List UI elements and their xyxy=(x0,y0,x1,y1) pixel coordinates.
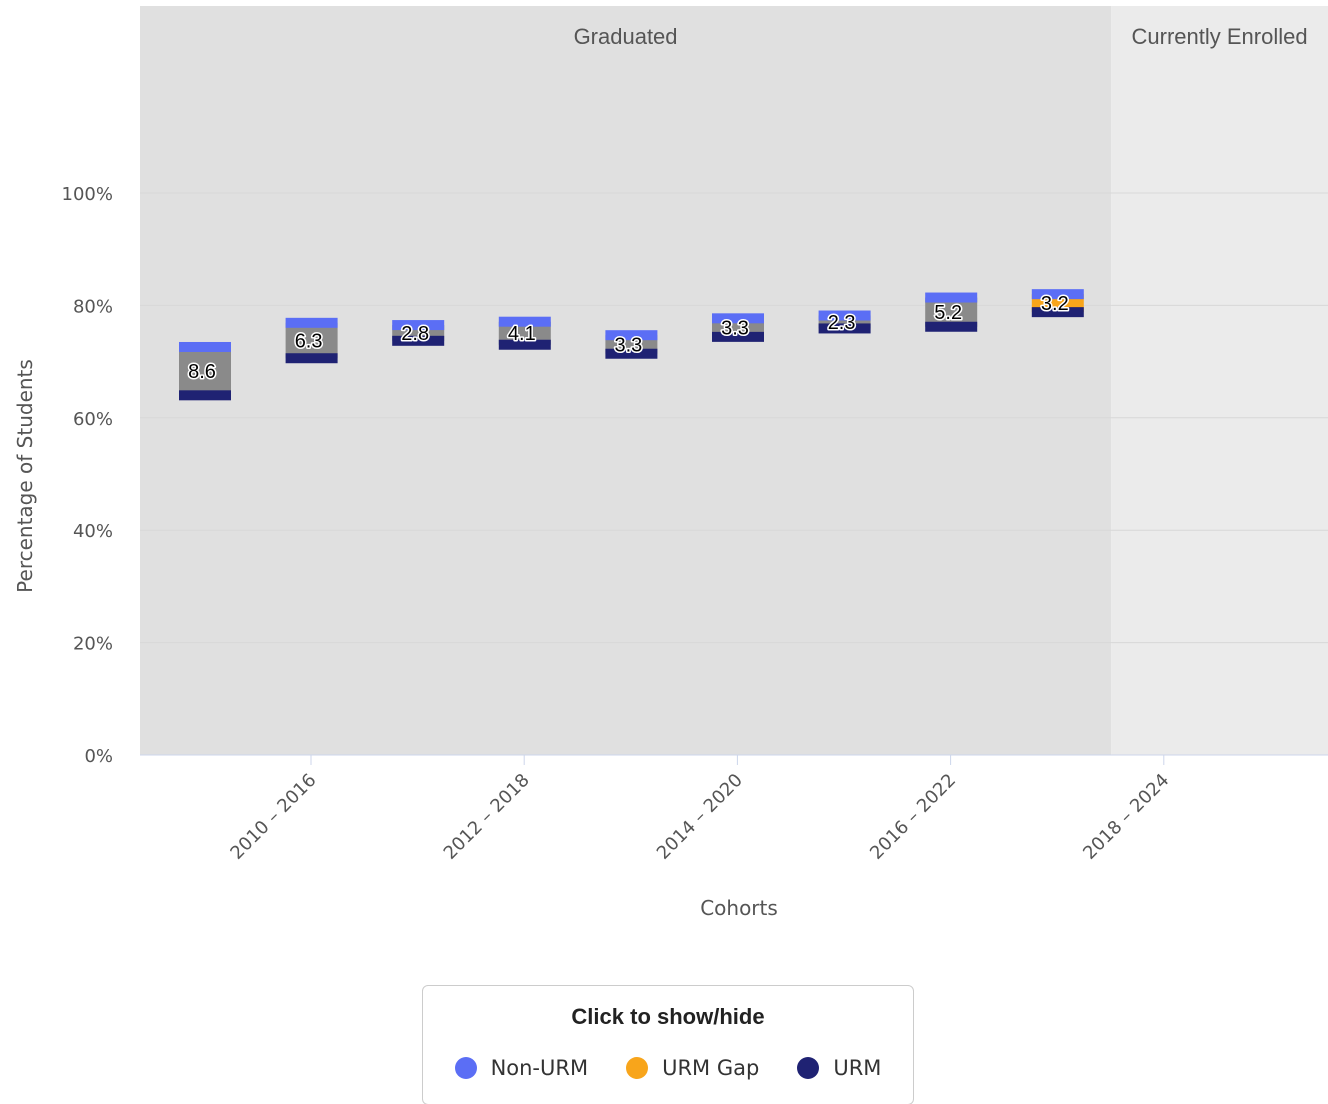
urm-marker xyxy=(818,323,871,334)
y-tick-label: 40% xyxy=(73,521,113,542)
non-urm-marker xyxy=(1031,289,1084,300)
x-tick-label: 2018 – 2024 xyxy=(1079,770,1173,864)
legend-items: Non-URM URM Gap URM xyxy=(423,1056,913,1080)
non-urm-marker xyxy=(498,316,551,327)
plot-band xyxy=(140,6,1112,755)
non-urm-marker xyxy=(285,317,338,328)
gap-data-label: 2.8 xyxy=(401,323,429,345)
gap-data-label: 3.3 xyxy=(614,334,642,356)
x-tick-label: 2012 – 2018 xyxy=(440,770,534,864)
legend-item-urm-gap[interactable]: URM Gap xyxy=(626,1056,759,1080)
plot-band xyxy=(1111,6,1328,755)
y-tick-label: 0% xyxy=(84,746,113,767)
y-tick-label: 80% xyxy=(73,296,113,317)
legend-item-label: URM xyxy=(833,1056,882,1080)
non-urm-marker xyxy=(925,292,978,303)
legend-dot-icon xyxy=(626,1057,649,1079)
legend-item-non-urm[interactable]: Non-URM xyxy=(454,1056,589,1080)
non-urm-marker xyxy=(179,341,231,352)
legend-item-label: URM Gap xyxy=(662,1056,760,1080)
urm-marker xyxy=(1031,307,1084,318)
y-tick-label: 20% xyxy=(73,634,113,655)
x-tick-label: 2016 – 2022 xyxy=(866,770,960,864)
gap-data-label: 5.2 xyxy=(934,302,962,324)
gap-data-label: 6.3 xyxy=(295,331,323,353)
non-urm-marker xyxy=(392,320,445,331)
urm-marker xyxy=(925,321,978,332)
non-urm-marker xyxy=(818,310,871,321)
urm-marker xyxy=(605,348,658,359)
non-urm-marker xyxy=(712,313,764,324)
urm-marker xyxy=(498,339,551,350)
urm-gap-bar xyxy=(179,346,231,396)
gap-data-label: 3.3 xyxy=(721,318,749,340)
x-tick-label: 2010 – 2016 xyxy=(226,770,320,864)
non-urm-marker xyxy=(605,330,658,341)
urm-marker xyxy=(392,335,445,346)
gap-data-label: 2.3 xyxy=(828,312,856,334)
urm-gap-bar xyxy=(498,321,551,345)
x-tick-label: 2014 – 2020 xyxy=(653,770,747,864)
urm-marker xyxy=(285,353,338,364)
gap-data-label: 3.2 xyxy=(1041,293,1069,315)
x-axis-title: Cohorts xyxy=(700,896,778,920)
chart-svg: Graduated Currently Enrolled 0% 20% 40% 60% 80… xyxy=(13,6,1328,920)
urm-marker xyxy=(712,331,764,342)
y-tick-label: 60% xyxy=(73,409,113,430)
gap-data-label: 4.1 xyxy=(508,323,536,345)
urm-gap-bar xyxy=(285,322,338,359)
y-axis-title: Percentage of Students xyxy=(13,359,37,593)
gap-data-label: 8.6 xyxy=(188,361,216,383)
legend-item-label: Non-URM xyxy=(490,1056,589,1080)
legend: Click to show/hide Non-URM URM Gap URM xyxy=(422,985,914,1104)
legend-item-urm[interactable]: URM xyxy=(797,1056,881,1080)
legend-dot-icon xyxy=(797,1057,820,1079)
plot-band-title: Graduated xyxy=(574,24,678,49)
urm-marker xyxy=(179,390,231,401)
plot-band-title: Currently Enrolled xyxy=(1132,24,1308,49)
legend-title: Click to show/hide xyxy=(571,1004,765,1029)
y-tick-label: 100% xyxy=(62,184,113,205)
legend-dot-icon xyxy=(454,1057,477,1079)
